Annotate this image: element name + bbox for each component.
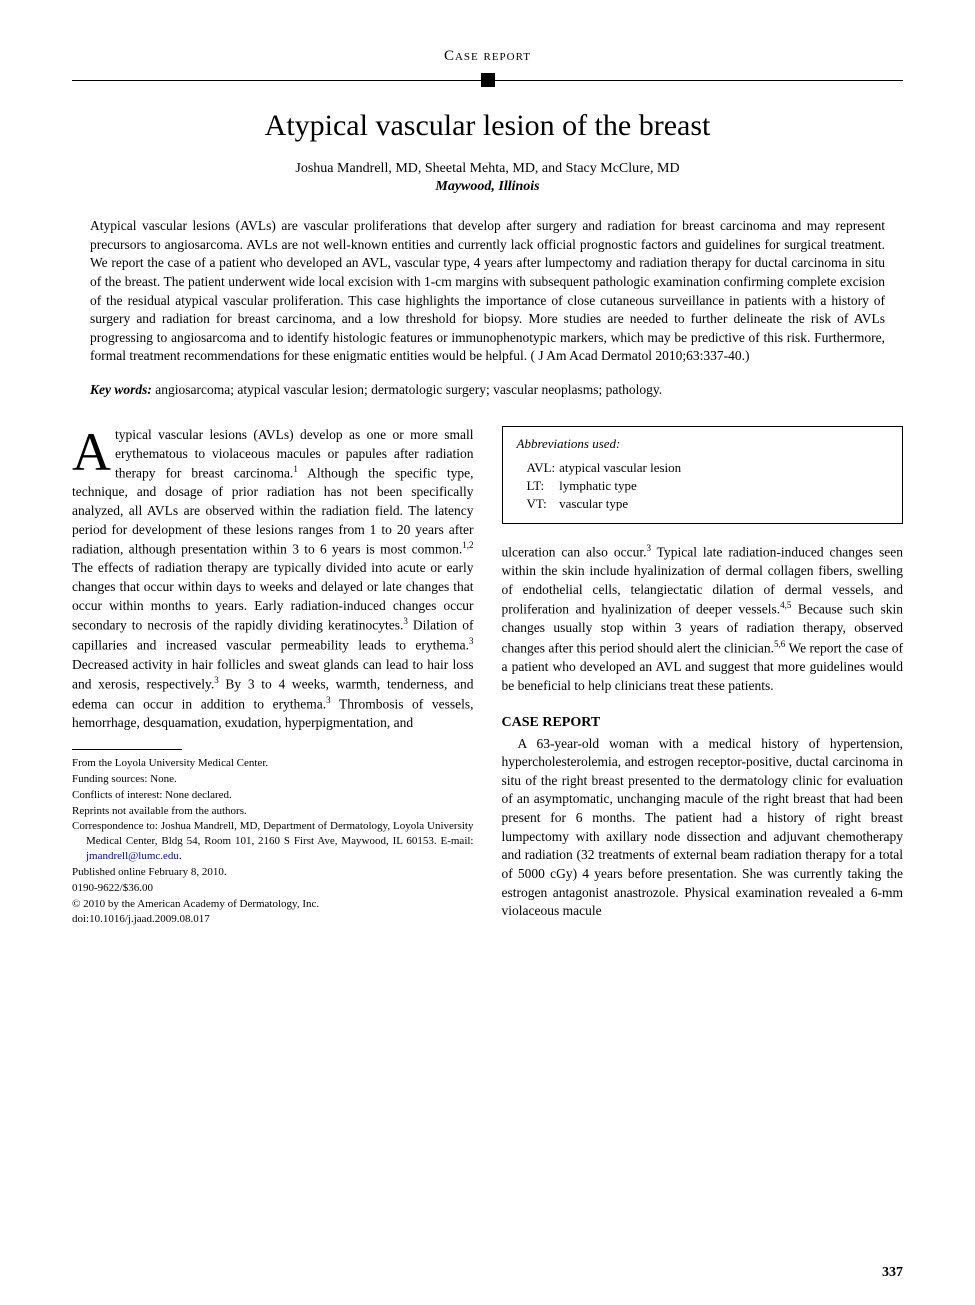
abbr-key: LT:: [517, 477, 560, 495]
footnotes-block: From the Loyola University Medical Cente…: [72, 756, 474, 927]
citation-ref: 1,2: [462, 540, 473, 550]
citation-ref: 5,6: [774, 639, 785, 649]
case-report-heading: CASE REPORT: [502, 713, 904, 732]
intro-paragraph: Atypical vascular lesions (AVLs) develop…: [72, 426, 474, 733]
abbr-row: VT: vascular type: [517, 495, 688, 513]
abbreviations-title: Abbreviations used:: [517, 435, 889, 453]
keywords-block: Key words: angiosarcoma; atypical vascul…: [90, 382, 885, 398]
footnote-funding: Funding sources: None.: [72, 772, 474, 787]
footnote-correspondence: Correspondence to: Joshua Mandrell, MD, …: [72, 819, 474, 864]
correspondence-period: .: [179, 850, 182, 862]
abbr-def: vascular type: [559, 495, 687, 513]
abbr-def: lymphatic type: [559, 477, 687, 495]
abbreviations-box: Abbreviations used: AVL: atypical vascul…: [502, 426, 904, 524]
citation-ref: 3: [469, 636, 474, 646]
abbr-row: AVL: atypical vascular lesion: [517, 459, 688, 477]
abbr-row: LT: lymphatic type: [517, 477, 688, 495]
abbr-def: atypical vascular lesion: [559, 459, 687, 477]
body-columns: Atypical vascular lesions (AVLs) develop…: [72, 426, 903, 928]
column-left: Atypical vascular lesions (AVLs) develop…: [72, 426, 474, 928]
ornament-rule-left: [72, 80, 482, 81]
abbr-key: AVL:: [517, 459, 560, 477]
footnote-doi: doi:10.1016/j.jaad.2009.08.017: [72, 912, 474, 927]
intro-continuation: ulceration can also occur.3 Typical late…: [502, 542, 904, 696]
article-title: Atypical vascular lesion of the breast: [72, 109, 903, 143]
title-ornament: [72, 73, 903, 87]
footnote-conflicts: Conflicts of interest: None declared.: [72, 788, 474, 803]
ornament-rule-right: [494, 80, 904, 81]
abbreviations-table: AVL: atypical vascular lesion LT: lympha…: [517, 459, 688, 513]
dropcap: A: [72, 426, 115, 476]
footnote-from: From the Loyola University Medical Cente…: [72, 756, 474, 771]
column-right: Abbreviations used: AVL: atypical vascul…: [502, 426, 904, 928]
correspondence-email[interactable]: jmandrell@lumc.edu: [86, 850, 179, 862]
correspondence-text: Correspondence to: Joshua Mandrell, MD, …: [72, 820, 474, 847]
page-number: 337: [882, 1265, 903, 1281]
keywords-label: Key words:: [90, 382, 152, 397]
section-label: Case report: [72, 48, 903, 65]
footnote-published: Published online February 8, 2010.: [72, 865, 474, 880]
citation-ref: 4,5: [780, 600, 791, 610]
footnote-issn: 0190-9622/$36.00: [72, 881, 474, 896]
affiliation: Maywood, Illinois: [72, 179, 903, 195]
footnote-copyright: © 2010 by the American Academy of Dermat…: [72, 897, 474, 912]
footnote-reprints: Reprints not available from the authors.: [72, 804, 474, 819]
keywords-text: angiosarcoma; atypical vascular lesion; …: [152, 382, 662, 397]
footnote-separator: [72, 749, 182, 750]
abstract: Atypical vascular lesions (AVLs) are vas…: [90, 217, 885, 366]
ornament-square: [481, 73, 495, 87]
case-report-paragraph: A 63-year-old woman with a medical histo…: [502, 735, 904, 921]
col2-text-1: ulceration can also occur.: [502, 544, 647, 559]
authors-line: Joshua Mandrell, MD, Sheetal Mehta, MD, …: [72, 161, 903, 177]
abbr-key: VT:: [517, 495, 560, 513]
